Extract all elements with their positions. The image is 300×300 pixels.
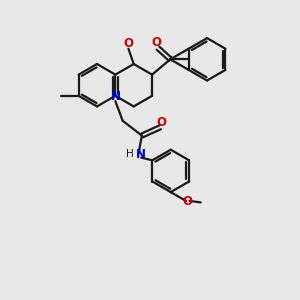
Text: O: O <box>182 195 193 208</box>
Text: N: N <box>136 148 146 161</box>
Text: O: O <box>157 116 166 128</box>
Text: O: O <box>123 37 134 50</box>
Text: H: H <box>126 149 134 159</box>
Text: O: O <box>152 36 161 49</box>
Text: N: N <box>111 91 121 103</box>
